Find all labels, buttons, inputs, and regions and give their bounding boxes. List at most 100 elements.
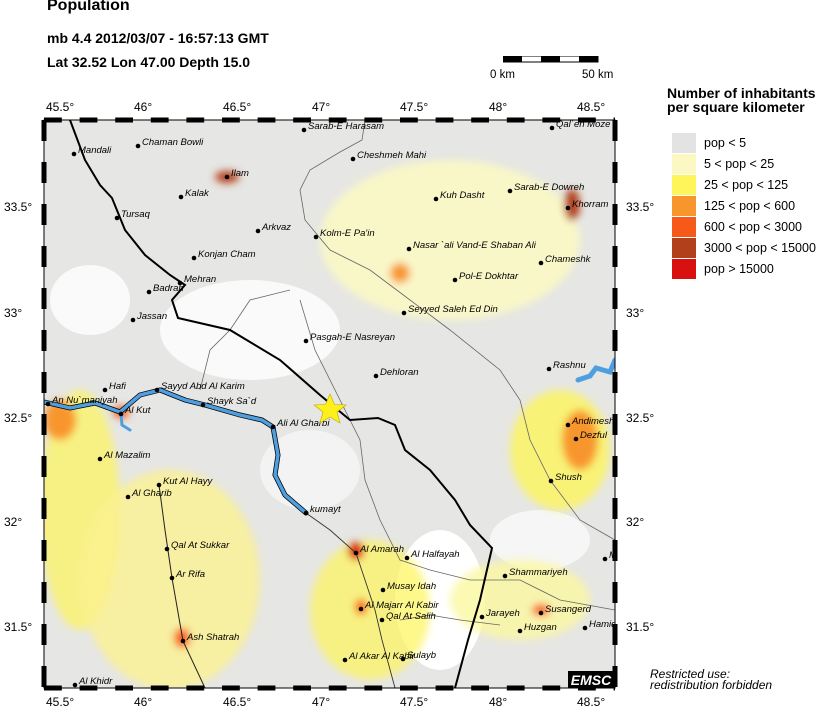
city-dot (164, 546, 170, 552)
city[interactable]: Huzgan (517, 622, 557, 634)
iran-iraq-border (69, 120, 494, 688)
city[interactable]: Shush (548, 472, 582, 484)
city[interactable]: Jarayeh (479, 608, 520, 620)
city[interactable]: Sarab-E Harasam (301, 121, 384, 133)
city[interactable]: Sulayb (400, 650, 436, 662)
city-dot (224, 174, 230, 180)
city[interactable]: Al Amarah (353, 544, 404, 556)
city[interactable]: Nasar `ali Vand-E Shaban Ali (406, 240, 537, 252)
city[interactable]: Konjan Cham (191, 249, 256, 261)
lat-tick-right: 31.5° (626, 620, 655, 634)
city[interactable]: Seyyed Saleh Ed Din (401, 304, 498, 316)
city[interactable]: Sayyd Abd Al Karim (154, 381, 245, 393)
city-dot (255, 228, 261, 234)
city[interactable]: Ilam (224, 168, 249, 180)
city-dot (191, 255, 197, 261)
lon-tick-top: 47.5° (400, 100, 429, 114)
city-label: Hafi (109, 381, 127, 392)
city[interactable]: Al Mazalim (97, 450, 151, 462)
city[interactable]: Al Akar Al Kabir (342, 651, 416, 663)
city[interactable]: Chaman Bowli (135, 137, 204, 149)
city[interactable]: Hafi (102, 381, 127, 393)
city[interactable]: Kolm-E Pa'in (313, 228, 375, 240)
city-dot (582, 625, 588, 631)
city[interactable]: Pasgah-E Nasreyan (303, 332, 395, 344)
city[interactable]: Tursaq (114, 209, 151, 221)
epicenter-star-icon[interactable] (313, 393, 347, 424)
city-dot (602, 556, 608, 562)
city[interactable]: Al Kut (118, 405, 151, 417)
city[interactable]: Al Halfayah (404, 549, 460, 561)
city-label: Al Majarr Al Kabir (364, 600, 439, 611)
city-dot (97, 456, 103, 462)
city[interactable]: Chameshk (538, 254, 592, 266)
city[interactable]: Kut Al Hayy (156, 476, 214, 488)
city[interactable]: Ash Shatrah (180, 632, 240, 644)
legend-swatch (672, 196, 696, 216)
city[interactable]: Susangerd (538, 604, 592, 616)
city-label: Cheshmeh Mahi (357, 150, 427, 161)
city-label: Kuh Dasht (440, 190, 485, 201)
city-label: Khorram (572, 199, 609, 210)
city-label: Susangerd (545, 604, 592, 615)
city[interactable]: kumayt (303, 504, 341, 516)
city[interactable]: Musay Idah (380, 581, 436, 593)
city[interactable]: M (602, 550, 617, 562)
city[interactable]: Andimesh (565, 416, 615, 428)
city[interactable]: Qal At Salih (379, 611, 436, 623)
city-label: Al Akar Al Kabir (348, 651, 416, 662)
city[interactable]: Mandali (71, 145, 112, 157)
city-label: Jassan (136, 311, 167, 322)
city[interactable]: Jassan (130, 311, 167, 323)
city[interactable]: Shayk Sa`d (200, 396, 257, 408)
city[interactable]: Mehran (177, 274, 217, 286)
city[interactable]: Al Gharib (125, 488, 172, 500)
city[interactable]: Arkvaz (255, 222, 292, 234)
city[interactable]: Hamid (582, 619, 617, 631)
map-area: Mandali Chaman Bowli Ilam Kalak Tursaq Arkvaz… (44, 119, 617, 688)
city[interactable]: Qal`en Moze (549, 119, 611, 131)
city[interactable]: Ali Al Gharbi (270, 418, 331, 430)
city-label: Musay Idah (387, 581, 436, 592)
population-density (44, 160, 610, 688)
city[interactable]: Khorram (565, 199, 609, 211)
city-dot (548, 478, 554, 484)
lat-tick-left: 31.5° (4, 620, 33, 634)
city[interactable]: Shammariyeh (502, 567, 568, 579)
city-label: Al Amarah (359, 544, 404, 555)
city[interactable]: Kalak (178, 188, 210, 200)
city-dot (177, 280, 183, 286)
city-dot (565, 205, 571, 211)
city-label: Konjan Cham (198, 249, 256, 260)
legend-title-line2: per square kilometer (667, 99, 805, 115)
city-dot (45, 401, 51, 407)
city-label: Rashnu (553, 360, 586, 371)
city[interactable]: Dehloran (373, 367, 419, 379)
city-label: Sayyd Abd Al Karim (161, 381, 245, 392)
lat-tick-left: 32.5° (4, 411, 33, 425)
city[interactable]: Cheshmeh Mahi (350, 150, 427, 162)
city[interactable]: An Nu`maniyah (45, 395, 118, 407)
city-label: Andimesh (571, 416, 614, 427)
legend-label: 3000 < pop < 15000 (704, 241, 816, 255)
legend-label: 125 < pop < 600 (704, 199, 796, 213)
city[interactable]: Sarab-E Dowreh (507, 182, 585, 194)
city[interactable]: Al Majarr Al Kabir (358, 600, 440, 612)
city-label: Qal At Salih (386, 611, 436, 622)
city-label: M (609, 550, 617, 561)
city[interactable]: Kuh Dasht (433, 190, 485, 202)
scale-start-label: 0 km (490, 69, 515, 81)
city[interactable]: Rashnu (546, 360, 587, 372)
city-dot (125, 494, 131, 500)
city[interactable]: Qal At Sukkar (164, 540, 230, 552)
city[interactable]: Pol-E Dokhtar (452, 271, 519, 283)
city[interactable]: Badrah (146, 283, 184, 295)
notice-line2: redistribution forbidden (650, 678, 773, 692)
legend-item: 3000 < pop < 15000 (672, 238, 825, 258)
lon-tick-top: 46.5° (223, 100, 252, 114)
city[interactable]: Al Khidr (72, 676, 113, 688)
city[interactable]: Ar Rifa (169, 569, 205, 581)
city[interactable]: Dezful (573, 430, 608, 442)
lat-tick-left: 33.5° (4, 200, 33, 214)
